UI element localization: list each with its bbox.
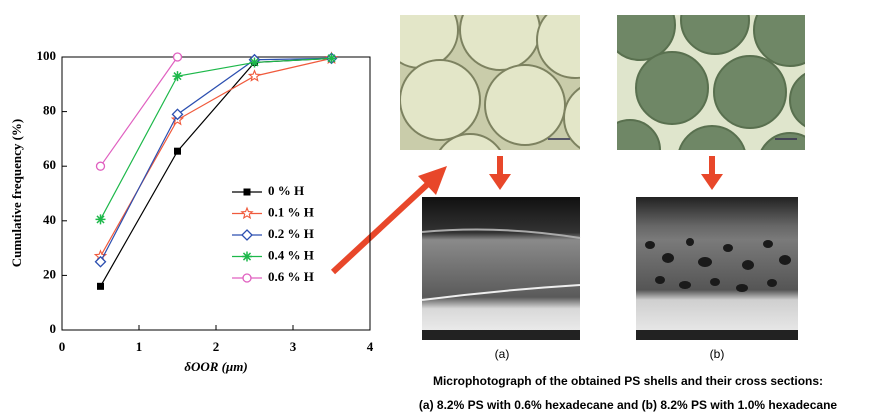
x-axis-label: δOOR (μm) [184, 359, 247, 374]
marker [173, 71, 183, 81]
marker [327, 53, 337, 63]
caption-line: (a) 8.2% PS with 0.6% hexadecane and (b)… [419, 398, 837, 412]
marker [96, 257, 106, 267]
marker [242, 230, 252, 240]
marker [174, 53, 182, 61]
legend-label: 0.1 % H [268, 204, 314, 219]
panel-label: (a) [495, 347, 510, 361]
sem-image-a [422, 197, 580, 340]
marker [243, 274, 251, 282]
legend-label: 0.4 % H [268, 247, 314, 262]
legend-label: 0 % H [268, 183, 304, 198]
y-tick-label: 80 [43, 103, 56, 118]
y-tick-label: 100 [37, 48, 57, 63]
marker [242, 208, 252, 218]
x-tick-label: 2 [213, 339, 220, 354]
marker [250, 57, 260, 67]
caption-line: Microphotograph of the obtained PS shell… [433, 374, 823, 388]
y-tick-label: 40 [43, 212, 56, 227]
marker [249, 71, 259, 81]
marker [96, 214, 106, 224]
panel-label: (b) [710, 347, 725, 361]
y-tick-label: 20 [43, 266, 56, 281]
marker [97, 283, 104, 290]
legend-label: 0.2 % H [268, 226, 314, 241]
x-tick-label: 3 [290, 339, 297, 354]
micrograph-b [600, 0, 850, 197]
series-line [101, 57, 178, 166]
x-tick-label: 4 [367, 339, 374, 354]
y-axis-label: Cumulative frequency (%) [9, 119, 24, 268]
marker [244, 189, 251, 196]
x-tick-label: 1 [136, 339, 143, 354]
marker [174, 148, 181, 155]
marker [242, 252, 252, 262]
y-tick-label: 0 [50, 321, 57, 336]
sem-image-b [636, 197, 798, 340]
figure: (a) (b) Microphotograph of the obtained … [0, 0, 869, 416]
marker [97, 162, 105, 170]
y-tick-label: 60 [43, 157, 56, 172]
legend-label: 0.6 % H [268, 269, 314, 284]
x-tick-label: 0 [59, 339, 66, 354]
